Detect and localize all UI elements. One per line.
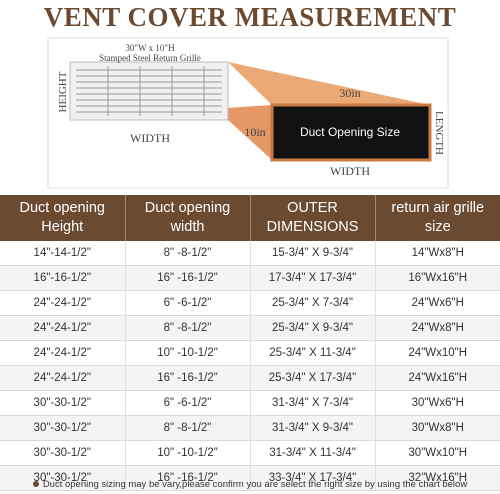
grille-size: 30"W x 10"H <box>125 43 175 53</box>
column-header: return air grille size <box>374 195 500 241</box>
column-header: Duct opening width <box>124 195 250 241</box>
table-cell: 30"-30-1/2" <box>0 440 125 466</box>
table-cell: 16" -16-1/2" <box>124 265 250 291</box>
column-header: Duct opening Height <box>0 195 125 241</box>
table-cell: 14"Wx8"H <box>374 241 500 266</box>
header-row: Duct opening Height Duct opening width OUT… <box>0 195 500 241</box>
table-cell: 6" -6-1/2" <box>124 390 250 416</box>
table-cell: 6" -6-1/2" <box>124 290 250 316</box>
height-label: HEIGHT <box>57 71 69 112</box>
table-cell: 10" -10-1/2" <box>124 440 250 466</box>
table-cell: 8" -8-1/2" <box>124 241 250 266</box>
table-cell: 31-3/4" X 9-3/4" <box>249 415 375 441</box>
duct-opening <box>270 103 432 162</box>
column-header: OUTER DIMENSIONS <box>249 195 375 241</box>
grille <box>69 61 229 121</box>
depth-30: 30in <box>339 86 360 100</box>
table-row: 30"-30-1/2" 10" -10-1/2" 31-3/4" X 11-3/4"… <box>0 440 500 466</box>
table-cell: 16"-16-1/2" <box>0 265 125 291</box>
table-cell: 8" -8-1/2" <box>124 315 250 341</box>
depth-10: 10in <box>244 125 265 139</box>
table-body: 14"-14-1/2" 8" -8-1/2" 15-3/4" X 9-3/4" 14"… <box>0 241 500 491</box>
width-label: WIDTH <box>130 131 170 145</box>
duct-label: Duct Opening Size <box>300 125 400 139</box>
table-cell: 30"Wx6"H <box>374 390 500 416</box>
table-cell: 10" -10-1/2" <box>124 340 250 366</box>
table-cell: 25-3/4" X 17-3/4" <box>249 365 375 391</box>
duct-width-label: WIDTH <box>330 164 370 178</box>
table-row: 24"-24-1/2" 6" -6-1/2" 25-3/4" X 7-3/4" 24"… <box>0 290 500 316</box>
table-cell: 30"Wx10"H <box>374 440 500 466</box>
grille-label: Stamped Steel Return Grille <box>99 53 201 63</box>
table-cell: 30"-30-1/2" <box>0 465 125 491</box>
grille-slats <box>76 66 222 116</box>
table-cell: 25-3/4" X 7-3/4" <box>249 290 375 316</box>
table-cell: 8" -8-1/2" <box>124 415 250 441</box>
bullet <box>32 481 39 487</box>
table-row: 30"-30-1/2" 8" -8-1/2" 31-3/4" X 9-3/4" 30"… <box>0 415 500 441</box>
table-cell: 24"Wx16"H <box>374 365 500 391</box>
footnote-text: Duct opening sizing may be vary,please c… <box>42 479 468 490</box>
table-row: 24"-24-1/2" 8" -8-1/2" 25-3/4" X 9-3/4" 24"… <box>0 315 500 341</box>
table-cell: 15-3/4" X 9-3/4" <box>249 241 375 266</box>
table-cell: 24"-24-1/2" <box>0 290 125 316</box>
table-cell: 31-3/4" X 7-3/4" <box>249 390 375 416</box>
length-label: LENGTH <box>433 111 445 155</box>
table-row: 30"-30-1/2" 6" -6-1/2" 31-3/4" X 7-3/4" 30"… <box>0 390 500 416</box>
table-cell: 24"Wx8"H <box>374 315 500 341</box>
diagram: 30"W x 10"H Stamped Steel Return Grille … <box>47 37 449 189</box>
table-cell: 25-3/4" X 11-3/4" <box>249 340 375 366</box>
table-cell: 25-3/4" X 9-3/4" <box>249 315 375 341</box>
table-cell: 33-3/4" X 17-3/4" <box>249 465 375 491</box>
table-cell: 31-3/4" X 11-3/4" <box>249 440 375 466</box>
table-cell: 16" -16-1/2" <box>124 365 250 391</box>
projection-top <box>228 62 430 105</box>
table-cell: 24"Wx6"H <box>374 290 500 316</box>
table-cell: 24"Wx10"H <box>374 340 500 366</box>
table-row: 16"-16-1/2" 16" -16-1/2" 17-3/4" X 17-3/4"… <box>0 265 500 291</box>
table-cell: 17-3/4" X 17-3/4" <box>249 265 375 291</box>
table-row: 24"-24-1/2" 16" -16-1/2" 25-3/4" X 17-3/4"… <box>0 365 500 391</box>
table-cell: 24"-24-1/2" <box>0 340 125 366</box>
table-cell: 16"Wx16"H <box>374 265 500 291</box>
table-cell: 30"-30-1/2" <box>0 415 125 441</box>
table-cell: 30"Wx8"H <box>374 415 500 441</box>
table-row: 30"-30-1/2" 16" -16-1/2" 33-3/4" X 17-3/4"… <box>0 465 500 491</box>
table-cell: 30"-30-1/2" <box>0 390 125 416</box>
table-row: 24"-24-1/2" 10" -10-1/2" 25-3/4" X 11-3/4"… <box>0 340 500 366</box>
footnote: Duct opening sizing may be vary,please c… <box>0 479 500 490</box>
table-cell: 24"-24-1/2" <box>0 365 125 391</box>
table-cell: 14"-14-1/2" <box>0 241 125 266</box>
table-cell: 32"Wx16"H <box>374 465 500 491</box>
table-cell: 24"-24-1/2" <box>0 315 125 341</box>
table-cell: 16" -16-1/2" <box>124 465 250 491</box>
table-row: 14"-14-1/2" 8" -8-1/2" 15-3/4" X 9-3/4" 14"… <box>0 241 500 266</box>
size-table: Duct opening Height Duct opening width OUT… <box>0 195 500 491</box>
